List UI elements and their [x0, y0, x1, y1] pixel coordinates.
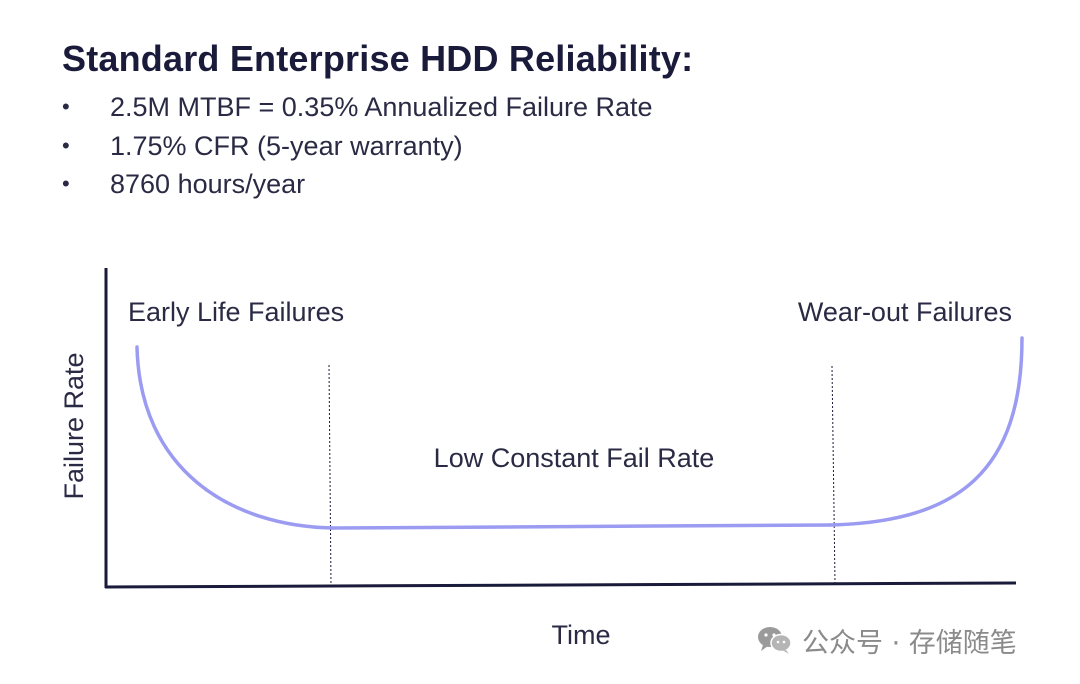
y-axis-label: Failure Rate	[59, 352, 89, 499]
x-axis-label: Time	[552, 620, 611, 650]
x-axis	[104, 581, 1017, 589]
bullet-marker: •	[62, 94, 70, 119]
watermark: 公众号 · 存储随笔	[756, 620, 1017, 660]
bullet-text: 8760 hours/year	[110, 169, 306, 199]
wear-out-curve	[828, 336, 1024, 527]
bullet-list: • 2.5M MTBF = 0.35% Annualized Failure R…	[62, 88, 653, 204]
early-life-label: Early Life Failures	[128, 297, 344, 327]
constant-rate-label: Low Constant Fail Rate	[434, 443, 715, 473]
bullet-marker: •	[62, 171, 70, 196]
slide-title: Standard Enterprise HDD Reliability:	[62, 38, 694, 79]
phase-divider-early	[328, 364, 332, 587]
bullet-item: • 8760 hours/year	[62, 165, 653, 204]
bullet-text: 1.75% CFR (5-year warranty)	[110, 130, 463, 161]
wear-out-label: Wear-out Failures	[798, 297, 1012, 327]
wechat-icon	[758, 627, 792, 654]
bullet-item: • 2.5M MTBF = 0.35% Annualized Failure R…	[62, 88, 653, 127]
bullet-item: • 1.75% CFR (5-year warranty)	[62, 127, 653, 166]
early-life-curve	[135, 345, 335, 530]
bullet-marker: •	[62, 132, 70, 158]
watermark-text: 公众号 · 存储随笔	[802, 627, 1017, 659]
bullet-text: 2.5M MTBF = 0.35% Annualized Failure Rat…	[110, 92, 653, 122]
constant-rate-curve	[331, 523, 832, 530]
phase-divider-wearout	[831, 365, 836, 584]
